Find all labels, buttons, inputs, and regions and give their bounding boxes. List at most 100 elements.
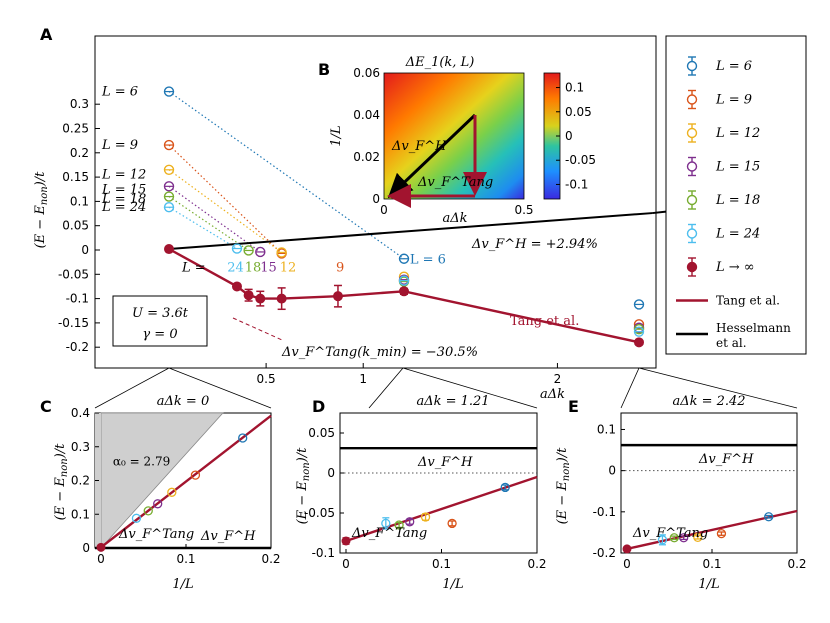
panel-a-extrapolation-guides [168,91,405,260]
x-tick-label: 0.1 [176,552,195,566]
panel-a-left-labels: L = 6 L = 9 L = 12L = 15L = 18L = 24 [101,85,146,216]
extrapolation-guide [168,169,282,253]
y-tick-label: 0.3 [70,97,89,111]
b-y-tick-label: 0.04 [353,108,380,122]
data-point-open [633,299,645,310]
legend-marker [686,261,698,273]
data-point-open [693,532,703,543]
y-tick-label: 0.15 [62,170,89,184]
y-tick-label: 0 [81,243,89,257]
legend: L = 6 L = 9 L = 12 L = 15 L = 18 L = 24 L → ∞ T… [676,56,791,350]
point-label: 9 [336,260,344,275]
hesselmann-line-extension [652,210,667,215]
tang-curve-label: Tang et al. [510,314,579,329]
panel-b-ylabel: 1/L [329,125,344,146]
panel-a-label: A [40,25,53,44]
legend-label: Hesselmann [716,321,791,335]
extrapolation-guide [168,91,405,260]
data-point-filled [276,293,287,304]
x-tick-label: 0.2 [527,557,546,571]
b-x-tick-label: 0 [380,203,388,217]
x-tick-label: 1 [359,372,367,386]
data-point-open [163,164,175,176]
y-tick-label: -0.1 [593,505,616,519]
data-point-open [243,245,254,256]
panel-b-xlabel: aΔk [442,211,467,226]
colorbar-tick-label: 0.05 [565,105,592,119]
hesselmann-label: Δv_F^H [698,452,754,467]
panel-c-ylabel: (E − Enon)/t [53,443,70,521]
y-tick-label: 0.05 [308,426,335,440]
tang-label: Δv_F^Tang [351,526,427,541]
y-tick-label: 0.4 [71,406,90,420]
data-point-open [679,533,689,543]
left-series-label: L = 12 [101,168,146,183]
data-point-open [716,528,727,539]
colorbar-tick-label: -0.05 [565,153,596,167]
point-label: 12 [280,260,297,275]
data-point-open [190,470,201,480]
data-point-open [163,202,175,213]
point-label: 24 [227,260,244,275]
data-point-open [153,499,163,509]
data-point-open [633,326,645,337]
tang-label: Δv_F^Tang [632,526,708,541]
legend-marker [686,127,698,139]
panel-d-ylabel: (E − Enon)/t [295,447,312,525]
panel-a-x-ticks: 0.5 1 2 [257,363,562,386]
panel-e-xlabel: 1/L [698,577,719,592]
data-point-open [238,433,248,443]
legend-label: L = 15 [715,160,760,175]
panel-d-plot: -0.1 -0.05 0 0.05 0 0.1 0.2 Δv_F^H Δv_F^Tang [304,412,547,571]
hesselmann-label: Δv_F^H [417,455,473,470]
hesselmann-label: Δv_F^H [200,529,256,544]
left-series-label: L = 9 [101,138,138,153]
y-tick-label: 0 [608,464,616,478]
y-tick-label: 0.2 [70,146,89,160]
colorbar-tick-label: 0 [565,129,573,143]
legend-label: L = 12 [715,126,760,141]
legend-marker [686,94,698,105]
panel-d-label: D [312,397,325,416]
x-tick-label: 2 [554,372,562,386]
y-tick-label: 0.3 [71,440,90,454]
data-point-open [163,181,175,192]
alpha-annotation: α₀ = 2.79 [113,454,170,468]
data-point-filled [231,281,242,292]
data-point-open [657,535,668,545]
panel-e-plot: -0.2 -0.1 0 0.1 0 0.1 0.2 Δv_F^H Δv_F^Tang [593,412,807,571]
b-y-tick-label: 0.02 [353,150,380,164]
extrapolation-guide [168,196,249,251]
data-point-open [131,513,142,523]
hesselmann-annotation: Δv_F^H = +2.94% [471,237,598,252]
point-label: L = 6 [410,253,446,268]
data-point-filled [332,291,343,302]
x-tick-label: 0.1 [702,557,721,571]
data-point-open [398,253,410,264]
data-point-filled [243,290,254,301]
panel-a-frame [94,35,657,369]
data-point-open [276,247,287,258]
y-tick-label: -0.1 [312,546,335,560]
panel-d-title: aΔk = 1.21 [416,394,489,409]
panel-a-lines [168,210,667,344]
y-tick-label: 0 [327,466,335,480]
legend-label: L = 9 [715,93,752,108]
left-series-label: L = 18 [101,192,146,207]
panel-c-xlabel: 1/L [172,577,193,592]
panel-e-title: aΔk = 2.42 [672,394,745,409]
hesselmann-arrow-label: Δv_F^H [391,139,447,154]
y-tick-label: -0.2 [66,340,89,354]
legend-marker [686,60,698,72]
legend-label: L → ∞ [715,260,755,275]
legend-label: L = 6 [715,59,752,74]
point-label: 15 [260,260,277,275]
panel-b-title: ΔE_1(k, L) [405,55,475,70]
data-point-open [398,275,410,286]
y-tick-label: 0.2 [71,474,90,488]
x-tick-label: 0 [342,557,350,571]
b-y-tick-label: 0 [372,192,380,206]
x-tick-label: 0.1 [432,557,451,571]
data-point-open [255,246,266,258]
legend-marker [686,161,698,172]
